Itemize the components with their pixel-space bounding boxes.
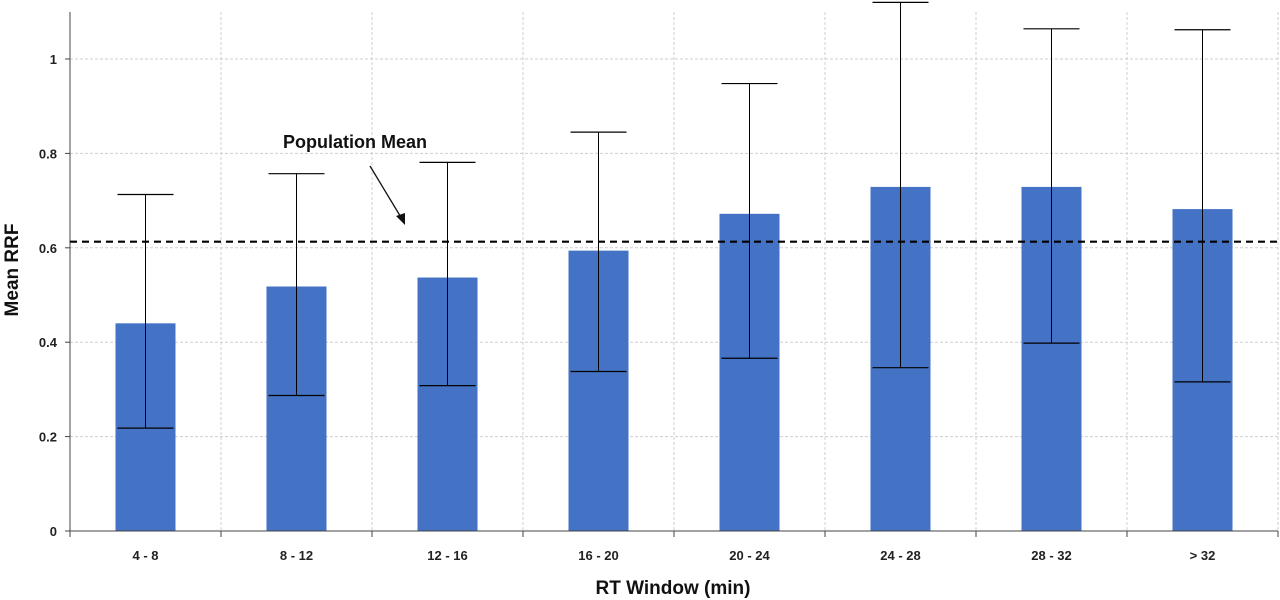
x-tick-label: 28 - 32 — [1031, 548, 1071, 563]
annotation-arrow — [369, 165, 405, 225]
y-tick-label: 0 — [50, 524, 57, 539]
axes: 0 0.2 0.4 0.6 0.8 1 4 - 8 8 - 12 12 - 16 16 - 20 2… — [39, 12, 1279, 563]
bars — [115, 186, 1233, 532]
y-tick-label: 1 — [50, 52, 57, 67]
y-tick-label: 0.6 — [39, 241, 57, 256]
grid-layer — [70, 12, 1279, 531]
x-tick-label: 12 - 16 — [427, 548, 467, 563]
x-tick-label: 20 - 24 — [729, 548, 770, 563]
y-tick-label: 0.8 — [39, 146, 57, 161]
x-axis-title: RT Window (min) — [596, 578, 751, 599]
x-tick-label: 24 - 28 — [880, 548, 920, 563]
y-tick-label: 0.4 — [39, 335, 58, 350]
x-tick-label: 8 - 12 — [280, 548, 313, 563]
y-axis-title: Mean RRF — [2, 224, 23, 317]
x-tick-label: 16 - 20 — [578, 548, 618, 563]
population-mean-label: Population Mean — [283, 132, 427, 152]
error-bars — [117, 1, 1231, 429]
y-tick-label: 0.2 — [39, 430, 57, 445]
x-tick-label: > 32 — [1190, 548, 1216, 563]
x-tick-label: 4 - 8 — [132, 548, 158, 563]
